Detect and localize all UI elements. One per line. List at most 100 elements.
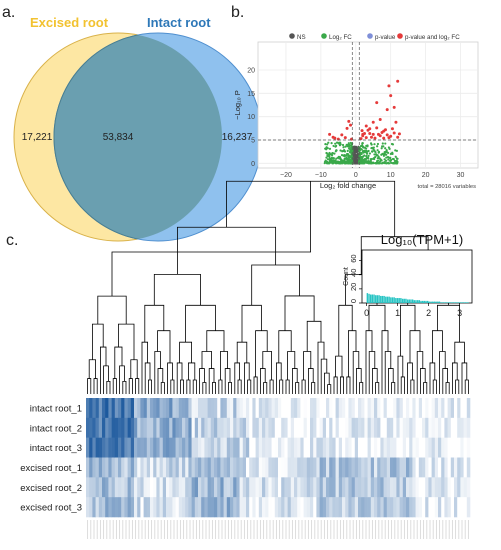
heatmap-cell	[326, 417, 330, 438]
volcano-plot-area	[257, 41, 479, 169]
heatmap-cell	[108, 457, 112, 478]
heatmap-cell	[271, 417, 276, 438]
volcano-point-fc	[342, 159, 345, 163]
volcano-point-fc	[339, 162, 342, 165]
heatmap-cell	[166, 398, 170, 419]
heatmap-cell	[466, 417, 471, 438]
heatmap-cell	[86, 417, 90, 438]
heatmap-cell	[114, 417, 119, 438]
volcano-point-sig	[382, 136, 386, 140]
heatmap-cell	[284, 497, 288, 518]
heatmap-cell	[364, 398, 368, 419]
volcano-point-fc	[376, 149, 379, 152]
dendrogram-branch	[409, 330, 421, 363]
heatmap-cell	[188, 417, 192, 438]
heatmap-cell	[354, 457, 359, 478]
panel-label-a: a.	[2, 4, 16, 21]
heatmap-cell	[457, 417, 461, 438]
heatmap-cell	[102, 457, 106, 478]
heatmap-cell	[367, 417, 372, 438]
heatmap-cell	[201, 497, 205, 518]
heatmap-cell	[111, 398, 116, 419]
heatmap-cell	[198, 497, 202, 518]
inset-histogram-bar	[405, 298, 407, 303]
heatmap-cell	[438, 398, 442, 419]
inset-histogram-bar	[398, 298, 400, 303]
heatmap-cell	[86, 477, 90, 498]
dendrogram-branch	[122, 380, 127, 394]
heatmap-cell	[463, 437, 468, 458]
heatmap-cell	[460, 437, 464, 458]
heatmap-cell	[102, 437, 106, 458]
heatmap-cell	[294, 477, 298, 498]
heatmap-cell	[191, 457, 196, 478]
heatmap-cell	[137, 457, 141, 478]
volcano-point-fc	[395, 159, 398, 162]
volcano-point-sig	[359, 137, 363, 141]
heatmap-cell	[175, 477, 180, 498]
heatmap-cell	[422, 417, 426, 438]
heatmap-cell	[332, 398, 336, 419]
volcano-legend-label: p-value and log₂ FC	[405, 34, 460, 41]
heatmap-cell	[249, 457, 253, 478]
heatmap-cell	[425, 398, 429, 419]
dendrogram-branch	[206, 330, 225, 352]
heatmap-cell	[230, 457, 234, 478]
volcano-point-fc	[360, 148, 363, 151]
volcano-point-fc	[330, 157, 333, 160]
heatmap-cell	[354, 477, 359, 498]
heatmap-cell	[265, 417, 269, 438]
heatmap-cell	[98, 457, 103, 478]
volcano-point-fc	[384, 142, 387, 145]
volcano-point-fc	[347, 142, 350, 145]
heatmap-cell	[233, 417, 237, 438]
heatmap-cell	[390, 437, 394, 458]
heatmap-cell	[185, 457, 189, 478]
heatmap-cell	[92, 417, 96, 438]
heatmap-cell	[201, 457, 205, 478]
heatmap-cell	[185, 437, 189, 458]
inset-ylabel: Count	[343, 267, 350, 286]
volcano-point-sig	[349, 123, 353, 127]
heatmap-cell	[281, 417, 285, 438]
volcano-point-fc	[385, 153, 388, 156]
heatmap-cell	[338, 477, 343, 498]
heatmap-cell	[130, 437, 135, 458]
heatmap-cell	[364, 457, 368, 478]
heatmap-cell	[185, 477, 189, 498]
heatmap-cell	[367, 437, 372, 458]
heatmap-cell	[338, 417, 343, 438]
volcano-point-fc	[383, 151, 386, 154]
heatmap-cell	[284, 417, 288, 438]
heatmap-cell	[303, 398, 308, 419]
volcano-point-sig	[378, 117, 382, 121]
heatmap-cell	[290, 437, 295, 458]
heatmap-cell	[354, 437, 359, 458]
heatmap-cell	[114, 437, 119, 458]
venn-diagram: Excised root Intact root 17,221 53,834 16,23…	[13, 15, 263, 242]
heatmap-cell	[463, 417, 468, 438]
heatmap-cell	[402, 497, 407, 518]
volcano-point-fc	[349, 148, 352, 151]
heatmap-cell	[287, 477, 292, 498]
heatmap-cell	[198, 437, 202, 458]
heatmap-cell	[92, 457, 96, 478]
heatmap-cell	[262, 477, 266, 498]
dendrogram-branch	[157, 368, 164, 394]
heatmap-cell	[300, 417, 304, 438]
heatmap-cell	[242, 497, 247, 518]
volcano-point-fc	[387, 158, 390, 161]
heatmap-cell	[162, 497, 167, 518]
volcano-point-fc	[332, 144, 335, 148]
dendrogram-branch	[167, 362, 173, 394]
heatmap-cell	[313, 457, 317, 478]
heatmap-cell	[399, 477, 404, 498]
heatmap-cell	[268, 497, 272, 518]
inset-histogram-bar	[452, 302, 454, 303]
inset-histogram-bar	[386, 296, 389, 303]
heatmap-cell	[409, 497, 413, 518]
heatmap-cell	[207, 417, 212, 438]
heatmap-cell	[441, 497, 445, 518]
heatmap-cell	[95, 497, 100, 518]
heatmap-cell	[175, 437, 180, 458]
